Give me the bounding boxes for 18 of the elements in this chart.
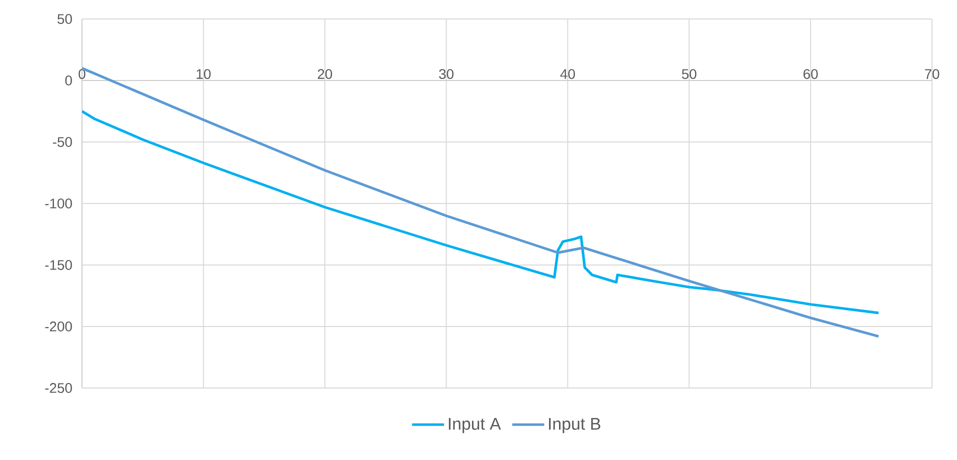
- x-tick-label: 10: [196, 69, 211, 79]
- y-tick-label: -150: [45, 260, 72, 270]
- y-tick-label: -50: [52, 137, 72, 147]
- x-tick-label: 50: [682, 69, 696, 79]
- line-series: [82, 110, 880, 314]
- x-tick-label: 30: [439, 69, 454, 79]
- x-tick-label: 20: [318, 69, 332, 79]
- x-tick-label: 70: [924, 69, 940, 79]
- y-tick-label: -100: [45, 198, 72, 208]
- legend-label: Input A: [448, 418, 501, 434]
- y-tick-label: 50: [58, 14, 72, 24]
- y-tick-label: 0: [65, 76, 72, 86]
- x-tick-label: 60: [804, 69, 818, 79]
- x-tick-label: 0: [78, 69, 86, 79]
- legend-label: Input B: [549, 418, 600, 434]
- y-tick-label: -200: [45, 322, 72, 332]
- x-tick-label: 40: [560, 69, 575, 79]
- y-tick-label: -250: [45, 383, 72, 393]
